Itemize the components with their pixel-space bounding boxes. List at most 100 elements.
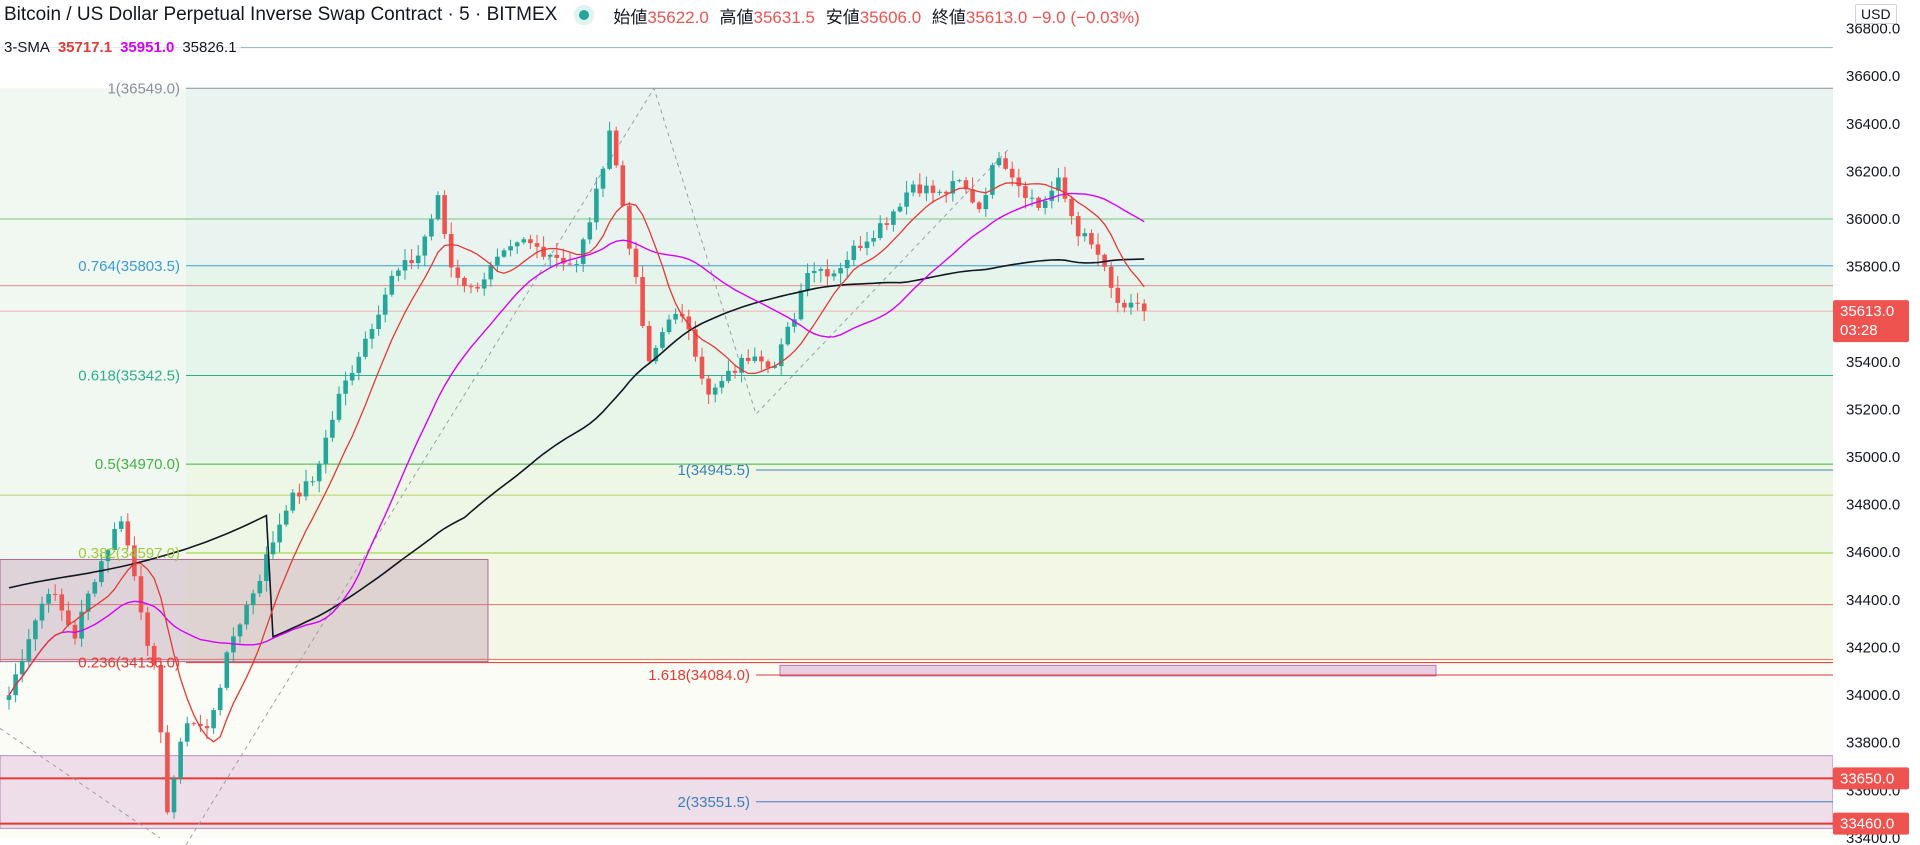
candle-body[interactable] [33, 620, 38, 640]
candle-body[interactable] [217, 687, 223, 711]
candle-body[interactable] [957, 180, 962, 182]
candle-body[interactable] [844, 259, 850, 269]
candle-body[interactable] [316, 463, 322, 482]
candle-body[interactable] [561, 257, 566, 264]
candle-body[interactable] [673, 313, 678, 320]
candle-body[interactable] [798, 290, 804, 320]
candle-body[interactable] [831, 273, 837, 277]
candle-body[interactable] [752, 356, 758, 361]
candle-body[interactable] [184, 723, 190, 742]
candle-body[interactable] [778, 344, 784, 367]
candle-body[interactable] [330, 419, 335, 438]
candle-body[interactable] [264, 554, 269, 581]
candle-body[interactable] [349, 372, 355, 381]
candle-body[interactable] [990, 165, 995, 195]
candle-body[interactable] [198, 723, 203, 727]
candle-body[interactable] [567, 263, 573, 265]
candle-body[interactable] [468, 286, 474, 288]
candle-body[interactable] [455, 267, 461, 278]
candle-body[interactable] [1023, 186, 1028, 198]
candle-body[interactable] [1075, 216, 1081, 237]
candle-body[interactable] [1128, 302, 1134, 308]
candle-body[interactable] [290, 492, 296, 511]
candle-body[interactable] [1062, 177, 1068, 199]
candle-body[interactable] [6, 695, 12, 700]
indicator-legend[interactable]: 3-SMA 35717.1 35951.0 35826.1 [0, 36, 241, 58]
candle-body[interactable] [409, 260, 414, 264]
candle-body[interactable] [580, 239, 586, 264]
candle-body[interactable] [389, 275, 395, 295]
candle-body[interactable] [594, 188, 599, 223]
candle-body[interactable] [732, 370, 738, 373]
candle-body[interactable] [1069, 198, 1074, 217]
target-zone[interactable] [779, 664, 1437, 677]
candle-body[interactable] [191, 723, 197, 725]
candle-body[interactable] [481, 279, 487, 289]
candle-body[interactable] [521, 239, 527, 243]
candle-body[interactable] [422, 236, 428, 256]
candle-body[interactable] [297, 492, 302, 497]
candle-body[interactable] [976, 202, 982, 210]
candle-body[interactable] [1089, 233, 1094, 245]
candle-body[interactable] [336, 393, 342, 420]
candle-body[interactable] [99, 561, 104, 583]
candle-body[interactable] [1082, 233, 1088, 237]
candle-body[interactable] [415, 255, 421, 264]
candle-body[interactable] [666, 319, 672, 333]
candle-body[interactable] [653, 347, 659, 362]
candle-body[interactable] [607, 130, 612, 169]
candle-body[interactable] [1135, 302, 1140, 304]
candle-body[interactable] [547, 254, 553, 257]
candle-body[interactable] [739, 357, 744, 373]
candle-body[interactable] [1042, 200, 1048, 208]
level-price-label[interactable] [1833, 767, 1909, 790]
candle-body[interactable] [996, 158, 1002, 166]
candle-body[interactable] [442, 195, 447, 234]
candle-body[interactable] [257, 580, 263, 594]
candle-body[interactable] [85, 593, 91, 612]
candle-body[interactable] [1029, 197, 1035, 199]
candle-body[interactable] [145, 612, 150, 646]
candle-body[interactable] [699, 356, 705, 379]
candle-body[interactable] [376, 314, 381, 329]
candle-body[interactable] [792, 319, 797, 327]
candle-body[interactable] [633, 248, 639, 278]
candle-body[interactable] [270, 542, 276, 555]
candle-body[interactable] [646, 325, 652, 362]
candle-body[interactable] [574, 263, 579, 265]
candle-body[interactable] [237, 624, 243, 637]
candle-body[interactable] [1003, 158, 1008, 169]
candle-body[interactable] [983, 194, 989, 210]
candle-body[interactable] [1056, 177, 1061, 191]
candle-body[interactable] [79, 611, 84, 639]
candle-body[interactable] [118, 521, 124, 529]
candle-body[interactable] [1122, 302, 1127, 308]
candle-body[interactable] [382, 294, 388, 315]
candle-body[interactable] [785, 326, 791, 345]
candle-body[interactable] [541, 246, 546, 257]
candle-body[interactable] [1095, 244, 1101, 255]
candle-body[interactable] [66, 610, 71, 625]
candle-body[interactable] [429, 219, 434, 237]
candle-body[interactable] [92, 582, 98, 594]
candle-body[interactable] [554, 254, 560, 258]
candle-body[interactable] [838, 268, 843, 274]
candle-body[interactable] [858, 245, 863, 248]
currency-button[interactable]: USD [1855, 4, 1897, 24]
candle-body[interactable] [151, 645, 157, 665]
sma-fast-line[interactable] [8, 182, 1145, 743]
candle-body[interactable] [1115, 287, 1121, 303]
candle-body[interactable] [488, 265, 494, 280]
candle-body[interactable] [501, 250, 507, 257]
sma-mid-line[interactable] [8, 192, 1145, 696]
candle-body[interactable] [495, 256, 500, 266]
candle-body[interactable] [950, 181, 956, 194]
candle-body[interactable] [818, 269, 824, 271]
support-zone[interactable] [0, 755, 1834, 829]
candle-body[interactable] [937, 191, 942, 193]
candle-body[interactable] [211, 710, 216, 729]
candle-body[interactable] [46, 593, 51, 604]
candle-body[interactable] [686, 316, 692, 330]
candle-body[interactable] [930, 185, 936, 193]
